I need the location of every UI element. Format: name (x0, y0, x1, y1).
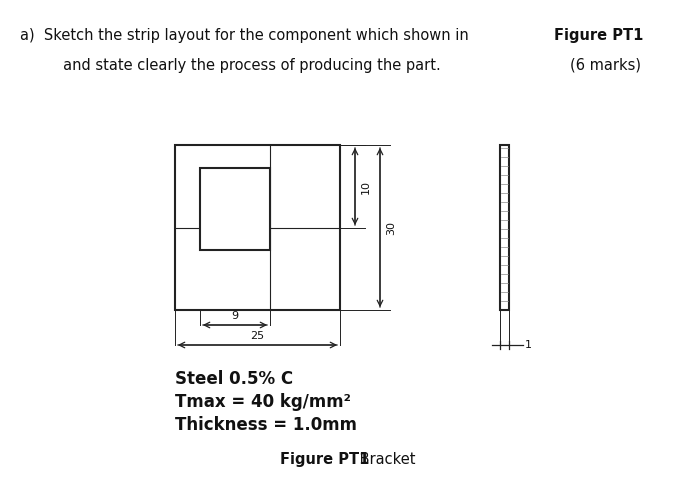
Text: Figure PT1: Figure PT1 (554, 28, 643, 43)
Bar (175, 145, 340, 310)
Text: 1: 1 (525, 340, 532, 350)
Bar (200, 168, 270, 250)
Text: 10: 10 (361, 179, 371, 194)
Text: 25: 25 (251, 331, 265, 341)
Text: and state clearly the process of producing the part.: and state clearly the process of produci… (40, 58, 441, 73)
Text: (6 marks): (6 marks) (570, 58, 641, 73)
Text: 30: 30 (386, 220, 396, 235)
Text: Tmax = 40 kg/mm²: Tmax = 40 kg/mm² (175, 393, 351, 411)
Text: Steel 0.5% C: Steel 0.5% C (175, 370, 293, 388)
Text: 9: 9 (232, 311, 239, 321)
Text: Figure PT1: Figure PT1 (280, 452, 370, 467)
Text: Thickness = 1.0mm: Thickness = 1.0mm (175, 416, 357, 434)
Bar (500, 145, 509, 310)
Text: a)  Sketch the strip layout for the component which shown in: a) Sketch the strip layout for the compo… (20, 28, 473, 43)
Text: Bracket: Bracket (355, 452, 416, 467)
